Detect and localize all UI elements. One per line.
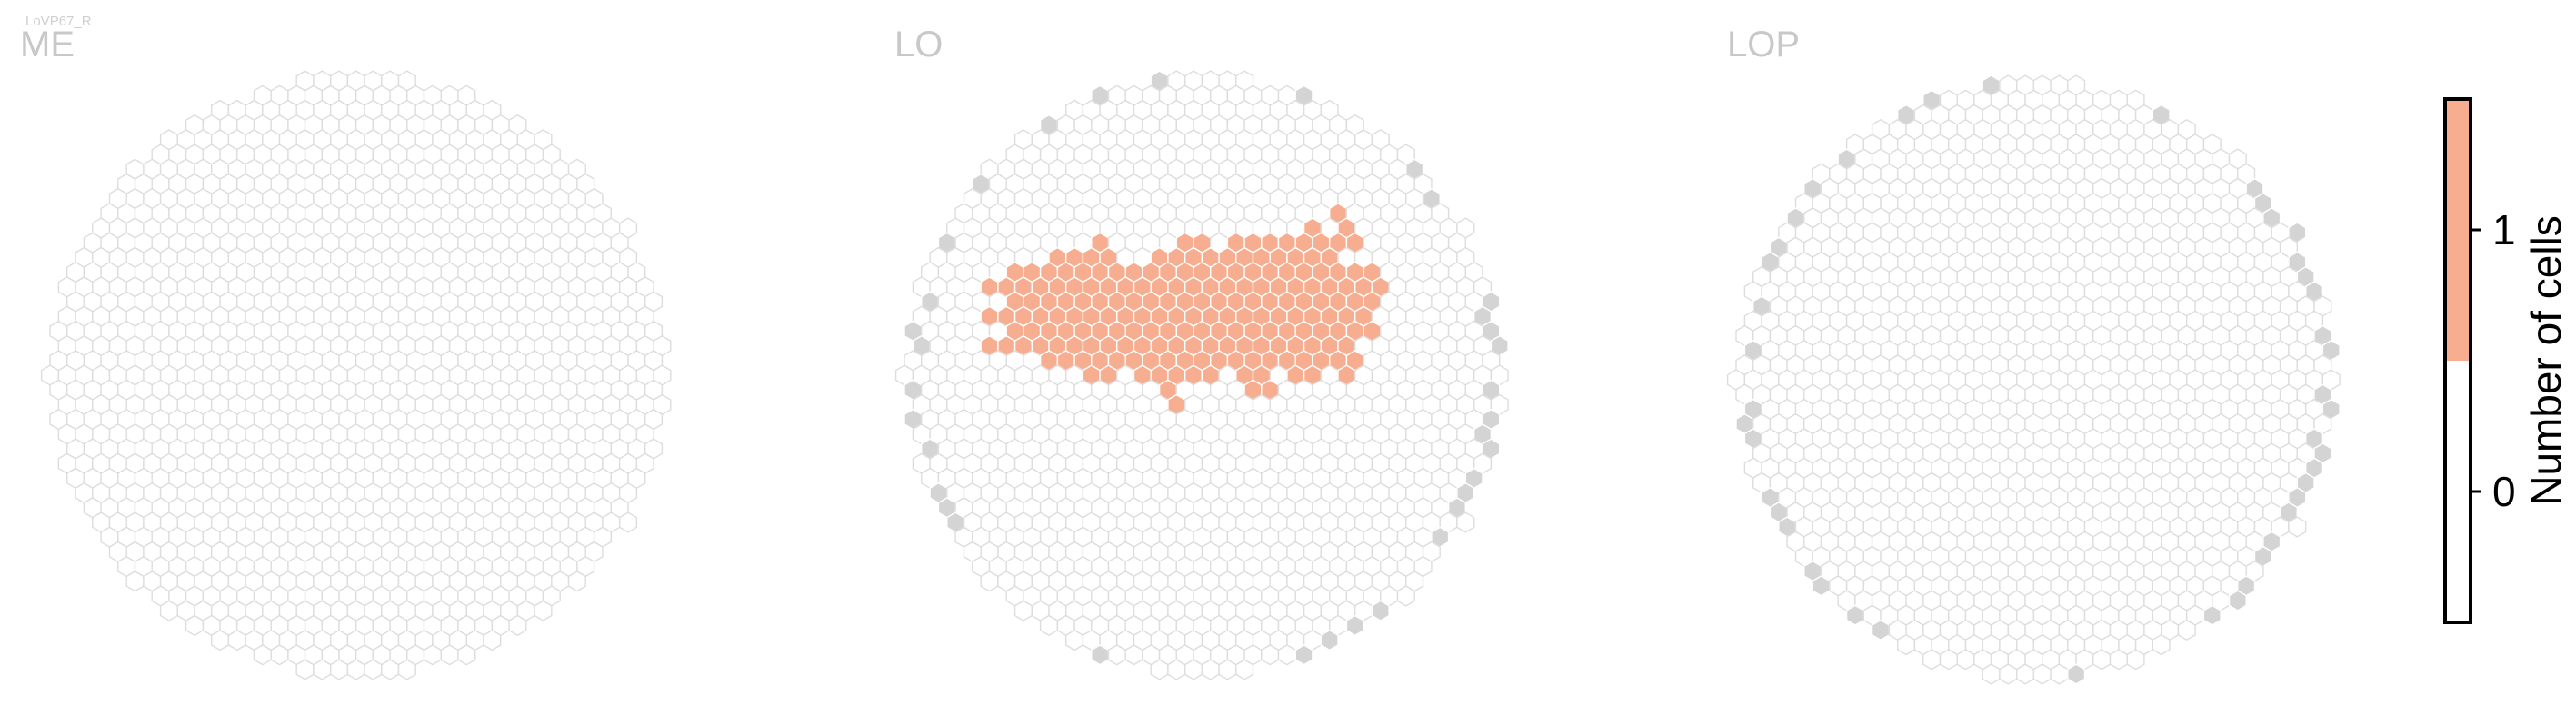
hex-column [1218,659,1237,680]
hex-column [1039,614,1059,637]
hex-column [346,659,365,680]
panel-title-me: ME [20,25,75,65]
hexmap-me [40,70,672,680]
hex-column [619,511,638,533]
hex-column [1107,644,1126,666]
hex-column [1150,659,1169,680]
colorbar: 1 0 Number of cells [2443,97,2570,624]
hex-column [330,659,349,680]
colorbar-label: Number of cells [2522,215,2570,506]
hex-column [2092,649,2112,670]
colorbar-tick-label-one: 1 [2492,206,2516,253]
hex-column [2288,516,2307,538]
hexmap-lop [1726,74,2341,685]
hex-column [1982,663,2001,685]
hex-column [2109,649,2128,670]
hex-column [2015,663,2035,685]
hex-column-edge [1371,600,1390,621]
hex-column [483,629,502,651]
colorbar-segment-zero [2445,361,2471,622]
hex-column [1013,600,1033,621]
cell-type-label: LoVP67_R [25,14,92,29]
hex-column [980,571,999,592]
hex-column [159,600,179,621]
hex-column [1939,649,1958,670]
hex-column-edge [1871,619,1891,641]
hex-column-edge [1345,614,1364,637]
hex-column [210,629,230,651]
hex-column [1956,649,1975,670]
hex-column [1183,659,1203,680]
hex-column-edge [2202,604,2222,626]
hex-column-edge [2228,590,2247,611]
hex-column-edge [1091,644,1110,666]
hex-column [1124,644,1143,666]
colorbar-segment-one [2445,99,2471,361]
hex-column [1922,649,1942,670]
hex-column [270,644,289,666]
hex-column [397,659,416,680]
hex-column [313,659,332,680]
hex-column [534,600,553,621]
hex-column [2032,663,2052,685]
hex-column [295,659,315,680]
hex-column [1235,659,1254,680]
hex-column-edge [1812,575,1831,597]
hex-column [2126,649,2145,670]
hex-column [1167,659,1186,680]
hex-column [253,644,272,666]
hex-column [2177,619,2196,641]
hex-column [1064,629,1084,651]
hex-column [1277,644,1296,666]
panel-title-lo: LO [894,25,943,65]
hex-column [1456,511,1475,533]
hex-column [1396,585,1415,607]
hexmap-lo [894,70,1509,680]
hex-column [1261,644,1280,666]
hex-column [2152,633,2171,656]
hex-column [2050,663,2069,685]
hex-column [125,571,145,592]
hex-column [440,644,459,666]
hex-column [508,614,527,637]
hex-column [567,571,586,592]
panel-title-lop: LOP [1727,25,1800,65]
colorbar-frame [2443,97,2472,624]
hex-column [1896,633,1916,656]
colorbar-tick-label-zero: 0 [2492,468,2516,515]
hex-column-edge [1320,629,1339,651]
hex-column [1201,659,1220,680]
hex-column [227,629,246,651]
hex-column [185,614,205,637]
hex-column-edge [1294,644,1313,666]
hex-column [364,659,383,680]
hex-column [457,644,476,666]
hex-column-edge [2067,663,2086,685]
hex-column [381,659,400,680]
hex-column [1999,663,2018,685]
hex-column [423,644,442,666]
hex-column-edge [1845,604,1865,626]
